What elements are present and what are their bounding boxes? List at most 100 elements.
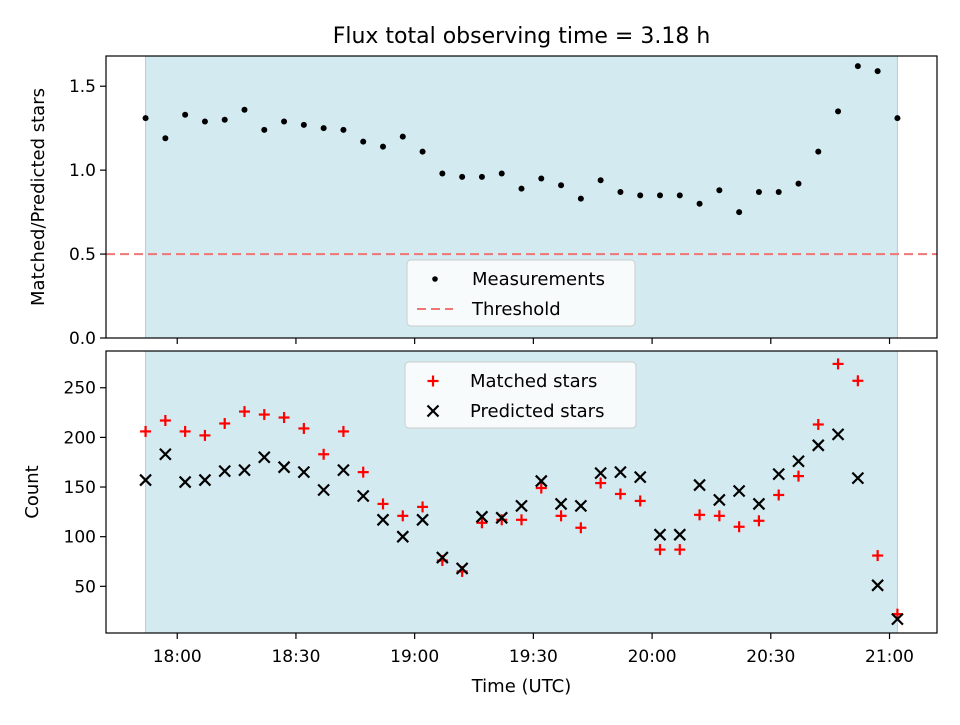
top-axis-ticks: 0.0 0.5 1.0 1.5	[69, 77, 891, 349]
predicted-star-point	[594, 466, 607, 480]
measurement-point	[736, 209, 743, 216]
top-ytick-label: 1.0	[69, 161, 96, 181]
x-tick-label: 18:30	[271, 647, 320, 667]
measurement-point	[419, 148, 426, 155]
measurement-point	[874, 68, 881, 75]
legend-label: Threshold	[471, 299, 561, 320]
matched-star-point	[516, 514, 527, 526]
measurement-point	[894, 115, 901, 122]
predicted-star-point-b	[178, 475, 192, 489]
predicted-star-point-b	[356, 489, 370, 503]
matched-star-point	[733, 521, 745, 533]
predicted-star-point-b	[594, 466, 607, 480]
measurement-point	[281, 118, 288, 125]
measurement-point	[439, 170, 446, 177]
bottom-ytick-label: 100	[64, 528, 96, 548]
predicted-star-point	[178, 475, 192, 489]
predicted-star-point-b	[713, 493, 726, 507]
measurement-point	[854, 63, 861, 70]
bottom-ytick-label: 200	[64, 428, 96, 448]
predicted-star-point	[356, 489, 370, 503]
measurement-point	[360, 138, 367, 145]
matched-star-point	[832, 358, 844, 370]
legend-label: Measurements	[472, 269, 605, 290]
measurement-point	[617, 188, 624, 195]
matched-star-point	[852, 375, 864, 387]
matched-star-point	[753, 515, 765, 527]
predicted-star-point-b	[673, 528, 687, 541]
top-y-axis-label: Matched/Predicted stars	[28, 88, 49, 306]
predicted-star-point	[633, 470, 647, 484]
x-tick-label: 21:00	[865, 647, 914, 667]
measurement-point	[795, 180, 802, 187]
predicted-star-point-b	[317, 483, 330, 497]
measurement-point	[300, 121, 307, 128]
predicted-star-point	[693, 478, 706, 492]
x-axis-label: Time (UTC)	[471, 676, 572, 697]
top-ytick-label: 0.5	[69, 245, 96, 265]
measurement-point	[558, 182, 565, 189]
predicted-star-point	[614, 465, 627, 479]
matched-star-point	[199, 429, 211, 441]
predicted-star-point	[317, 483, 330, 497]
predicted-star-point	[416, 513, 429, 527]
measurement-point	[399, 133, 406, 140]
measurement-point	[637, 192, 644, 199]
measurement-point	[261, 126, 268, 133]
measurement-point	[775, 188, 782, 195]
legend-label: Matched stars	[470, 371, 597, 392]
predicted-star-point-b	[159, 447, 172, 461]
chart-title: Flux total observing time = 3.18 h	[333, 24, 711, 49]
legend-box	[406, 259, 636, 327]
x-tick-label: 20:30	[746, 647, 795, 667]
matched-star-point	[357, 466, 369, 478]
predicted-star-point	[139, 473, 152, 487]
predicted-star-point-b	[871, 579, 884, 592]
predicted-star-point	[653, 528, 667, 541]
top-legend: Measurements Threshold	[406, 259, 636, 327]
top-ytick-label: 0.0	[69, 329, 96, 349]
predicted-star-point-b	[693, 478, 706, 492]
predicted-star-point	[436, 551, 449, 564]
measurement-point	[142, 115, 149, 122]
predicted-star-point-b	[732, 484, 746, 498]
bottom-legend: Matched stars Predicted stars	[404, 361, 637, 429]
matched-star-point	[713, 510, 725, 522]
measurement-point	[478, 173, 485, 180]
predicted-star-point	[515, 499, 528, 513]
predicted-star-point-b	[851, 471, 865, 485]
measurement-point	[538, 175, 545, 182]
matched-star-point	[159, 415, 171, 427]
predicted-star-point-b	[891, 612, 904, 626]
x-tick-label: 18:00	[153, 647, 202, 667]
predicted-star-point	[455, 562, 469, 575]
top-panel: 0.0 0.5 1.0 1.5 Flux total observing time =…	[28, 24, 938, 349]
legend-measurement-marker	[432, 276, 438, 282]
matched-star-point	[476, 517, 488, 529]
matched-star-point	[298, 422, 310, 434]
measurement-point	[815, 148, 822, 155]
matched-star-point	[872, 550, 884, 562]
predicted-star-point	[297, 465, 311, 479]
bottom-y-axis-label: Count	[22, 465, 43, 518]
predicted-star-point-b	[831, 428, 845, 441]
top-marks	[106, 63, 937, 256]
predicted-star-point-b	[633, 470, 647, 484]
matched-star-point	[535, 482, 547, 494]
predicted-star-point	[752, 497, 766, 511]
predicted-star-point-b	[337, 463, 350, 477]
predicted-star-point	[495, 511, 508, 525]
matched-star-point	[614, 488, 626, 500]
matched-star-point	[219, 417, 231, 429]
predicted-star-point-b	[752, 497, 766, 511]
predicted-star-point	[376, 513, 390, 527]
predicted-star-point	[812, 439, 825, 452]
legend-label: Predicted stars	[470, 401, 604, 422]
predicted-star-point-b	[297, 465, 311, 479]
predicted-star-point	[277, 460, 291, 474]
measurement-point	[182, 111, 189, 118]
matched-star-point	[674, 544, 686, 556]
predicted-star-point	[713, 493, 726, 507]
predicted-star-point	[772, 467, 785, 481]
predicted-star-point-b	[277, 460, 291, 474]
